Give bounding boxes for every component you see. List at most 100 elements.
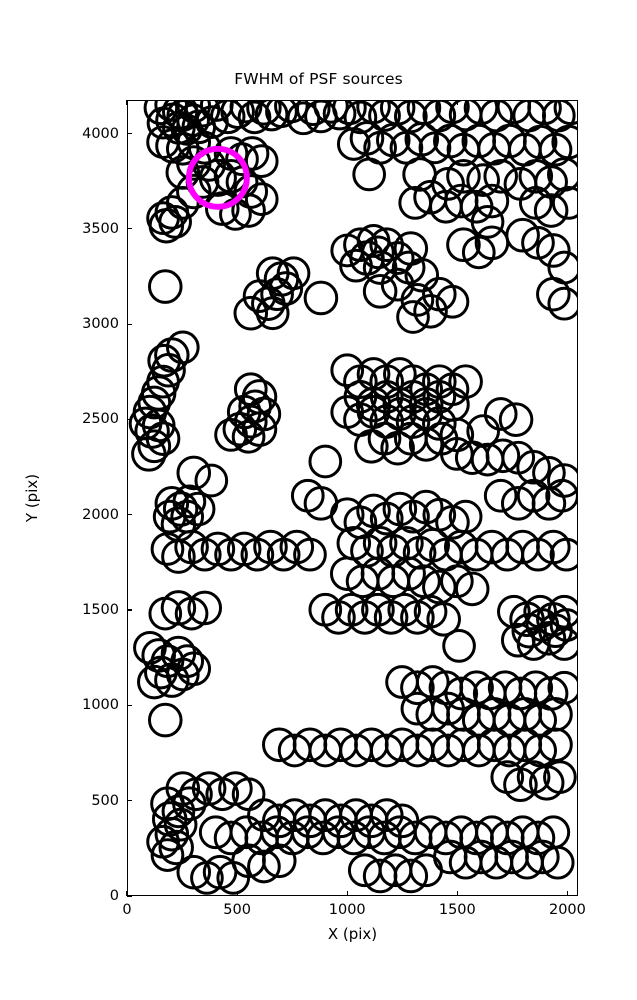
scatter-points-group (128, 101, 577, 895)
scatter-point (531, 621, 567, 656)
x-tick-mark-top (456, 100, 458, 105)
x-tick-mark (456, 891, 458, 896)
scatter-point (308, 444, 343, 479)
scatter-point (446, 158, 481, 194)
x-tick-mark (566, 891, 569, 896)
scatter-point (547, 286, 577, 321)
scatter-point (274, 101, 309, 124)
scatter-point (442, 629, 476, 663)
scatter-point (413, 293, 448, 329)
scatter-point (163, 807, 198, 842)
scatter-point (543, 760, 577, 794)
scatter-point (522, 124, 558, 160)
scatter-point (220, 101, 255, 129)
scatter-point (352, 157, 387, 192)
scatter-point (152, 499, 187, 534)
scatter-point (233, 295, 269, 331)
scatter-point (244, 182, 279, 216)
scatter-point (158, 829, 194, 866)
x-tick-label: 1500 (438, 902, 476, 918)
scatter-point (529, 765, 565, 801)
scatter-point (498, 402, 534, 437)
scatter-point (229, 101, 263, 124)
page-title: FWHM of PSF sources (234, 70, 403, 88)
scatter-point (431, 691, 465, 726)
x-tick-mark-top (236, 100, 238, 105)
scatter-point (547, 157, 577, 192)
scatter-point (322, 101, 357, 131)
y-tick-label: 3000 (82, 316, 119, 333)
x-tick-label: 0 (122, 902, 132, 918)
scatter-point (154, 337, 190, 373)
scatter-point (131, 436, 167, 472)
scatter-point (518, 158, 554, 194)
scatter-point (547, 627, 577, 661)
scatter-point (176, 455, 212, 491)
scatter-point (525, 839, 560, 875)
scatter-point (483, 478, 518, 513)
scatter-point (261, 843, 297, 879)
scatter-point (187, 590, 223, 626)
y-tick-label: 0 (109, 888, 119, 904)
scatter-point (146, 106, 180, 140)
scatter-point (343, 101, 378, 135)
scatter-point (409, 853, 444, 888)
scatter-point (161, 539, 196, 574)
scatter-point (454, 571, 490, 607)
scatter-point (549, 608, 577, 642)
x-tick-mark (126, 891, 128, 896)
x-tick-mark (346, 891, 348, 896)
scatter-point (260, 277, 294, 312)
scatter-point (161, 794, 196, 829)
scatter-point (160, 590, 197, 626)
scatter-point (400, 283, 435, 317)
plot-axes (127, 100, 578, 896)
y-tick-label: 500 (91, 792, 119, 809)
scatter-point (137, 664, 172, 700)
scatter-point (216, 861, 251, 895)
scatter-point (303, 280, 339, 316)
scatter-point (466, 163, 501, 197)
scatter-point (176, 145, 212, 181)
scatter-point (134, 413, 170, 449)
scatter-point (483, 158, 518, 194)
highlight-circle-group (185, 145, 250, 210)
scatter-point (511, 612, 547, 649)
scatter-point (483, 397, 518, 431)
y-tick-label: 3500 (82, 220, 119, 237)
scatter-point (470, 205, 505, 239)
y-tick-mark (127, 514, 132, 516)
scatter-point (147, 702, 183, 738)
scatter-point (244, 144, 279, 178)
scatter-point (485, 438, 521, 474)
scatter-point (446, 227, 481, 263)
scatter-point (158, 205, 192, 239)
scatter-point (255, 296, 290, 331)
scatter-point (210, 101, 246, 135)
scatter-point (231, 193, 266, 228)
scatter-svg (128, 101, 577, 895)
scatter-point (540, 845, 575, 880)
scatter-point (147, 269, 183, 304)
scatter-point (226, 394, 262, 430)
scatter-point (362, 250, 398, 285)
scatter-point (313, 101, 349, 124)
scatter-point (505, 217, 540, 253)
scatter-point (254, 101, 289, 132)
scatter-point (536, 276, 571, 312)
y-tick-mark (127, 323, 132, 325)
y-tick-label: 2500 (82, 411, 119, 428)
scatter-point (295, 101, 331, 127)
scatter-point (536, 233, 571, 268)
scatter-point (396, 300, 430, 334)
x-tick-mark-top (126, 100, 128, 105)
scatter-point (516, 449, 551, 485)
scatter-point (332, 101, 367, 126)
scatter-point (400, 670, 435, 706)
y-tick-label: 1000 (82, 697, 119, 714)
x-axis-label: X (pix) (327, 925, 378, 943)
scatter-point (418, 131, 452, 165)
scatter-point (137, 429, 172, 464)
scatter-point (551, 186, 577, 220)
